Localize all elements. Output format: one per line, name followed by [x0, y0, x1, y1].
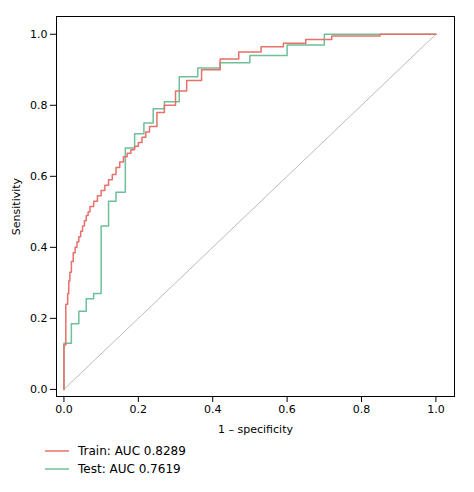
svg-text:0.6: 0.6	[278, 403, 296, 416]
svg-text:0.4: 0.4	[30, 241, 48, 254]
svg-text:Sensitivity: Sensitivity	[10, 177, 23, 235]
svg-text:1 – specificity: 1 – specificity	[218, 423, 293, 436]
svg-text:1.0: 1.0	[30, 28, 48, 41]
html-text:Test: AUC 0.7619: Test: AUC 0.7619	[78, 462, 181, 476]
svg-text:0.8: 0.8	[30, 99, 48, 112]
svg-text:0.2: 0.2	[130, 403, 148, 416]
svg-text:0.0: 0.0	[30, 383, 48, 396]
html-text:Train: AUC 0.8289: Train: AUC 0.8289	[78, 444, 186, 458]
svg-text:1.0: 1.0	[427, 403, 445, 416]
svg-text:0.4: 0.4	[204, 403, 222, 416]
svg-text:0.2: 0.2	[30, 312, 48, 325]
svg-text:0.0: 0.0	[55, 403, 73, 416]
svg-text:0.8: 0.8	[353, 403, 371, 416]
svg-text:0.6: 0.6	[30, 170, 48, 183]
